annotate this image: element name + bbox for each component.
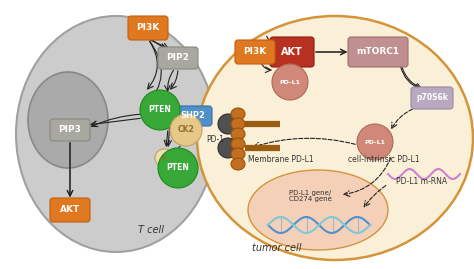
Text: PD-L1: PD-L1	[280, 80, 301, 84]
Text: PIP3: PIP3	[59, 126, 82, 134]
FancyBboxPatch shape	[411, 87, 453, 109]
Circle shape	[272, 64, 308, 100]
Text: SHP2: SHP2	[181, 111, 205, 121]
Text: p70S6k: p70S6k	[416, 94, 448, 102]
Text: AKT: AKT	[281, 47, 303, 57]
Text: AKT: AKT	[60, 206, 80, 214]
Ellipse shape	[16, 16, 216, 252]
FancyBboxPatch shape	[128, 16, 168, 40]
Ellipse shape	[248, 170, 388, 250]
Text: PTEN: PTEN	[148, 105, 172, 115]
Text: mTORC1: mTORC1	[356, 48, 400, 56]
Ellipse shape	[231, 118, 245, 130]
Circle shape	[155, 149, 173, 167]
Text: P: P	[162, 155, 166, 161]
Circle shape	[357, 124, 393, 160]
Text: PIP2: PIP2	[166, 54, 190, 62]
Circle shape	[170, 114, 202, 146]
Ellipse shape	[231, 128, 245, 140]
Text: PD-L1 gene/
CD274 gene: PD-L1 gene/ CD274 gene	[289, 189, 331, 203]
FancyBboxPatch shape	[158, 47, 198, 69]
Text: Membrane PD-L1: Membrane PD-L1	[248, 155, 314, 165]
FancyBboxPatch shape	[50, 198, 90, 222]
Text: T cell: T cell	[138, 225, 164, 235]
Circle shape	[218, 114, 238, 134]
Text: PI3K: PI3K	[137, 23, 160, 33]
FancyBboxPatch shape	[50, 119, 90, 141]
Text: PD-L1 m-RNA: PD-L1 m-RNA	[396, 178, 447, 186]
Circle shape	[218, 138, 238, 158]
Text: tumor cell: tumor cell	[252, 243, 301, 253]
Ellipse shape	[231, 148, 245, 160]
Text: cell-intrinsic PD-L1: cell-intrinsic PD-L1	[348, 155, 419, 165]
Text: PTEN: PTEN	[166, 164, 190, 172]
Circle shape	[140, 90, 180, 130]
Circle shape	[158, 148, 198, 188]
Ellipse shape	[231, 158, 245, 170]
Text: CK2: CK2	[178, 126, 194, 134]
Text: PI3K: PI3K	[243, 48, 266, 56]
Ellipse shape	[197, 16, 473, 260]
FancyBboxPatch shape	[348, 37, 408, 67]
Ellipse shape	[28, 72, 108, 168]
Ellipse shape	[231, 138, 245, 150]
Text: PD-L1: PD-L1	[365, 140, 385, 144]
FancyBboxPatch shape	[235, 40, 275, 64]
Text: PD-1: PD-1	[206, 136, 224, 144]
FancyBboxPatch shape	[174, 106, 212, 126]
Ellipse shape	[231, 108, 245, 120]
FancyBboxPatch shape	[270, 37, 314, 67]
